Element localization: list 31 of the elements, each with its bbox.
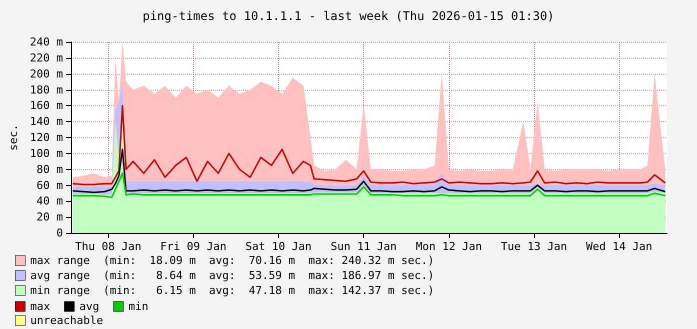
line-series bbox=[72, 172, 666, 198]
legend-label: max bbox=[30, 300, 50, 313]
x-tick-label: Mon 12 Jan bbox=[416, 240, 482, 253]
y-tick-label: 80 m bbox=[36, 162, 64, 176]
y-tick-label: 200 m bbox=[30, 67, 64, 80]
legend-label: unreachable bbox=[30, 314, 104, 327]
legend-label: avg bbox=[79, 300, 100, 313]
y-tick-label: 180 m bbox=[30, 83, 64, 96]
legend-label: avg range (min: 8.64 m avg: 53.59 m max: 186.97 m sec.) bbox=[30, 269, 434, 282]
x-tick-label: Sun 11 Jan bbox=[330, 240, 397, 253]
x-tick-label: Sat 10 Jan bbox=[245, 240, 312, 253]
legend-label: min range (min: 6.15 m avg: 47.18 m max: 142.37 m sec.) bbox=[30, 284, 434, 297]
y-axis-title: sec. bbox=[7, 124, 20, 151]
y-tick-label: 220 m bbox=[30, 51, 64, 64]
y-tick-label: 40 m bbox=[36, 194, 64, 208]
legend-label: min bbox=[128, 300, 148, 313]
x-tick-label: Fri 09 Jan bbox=[160, 240, 227, 253]
legend-label: max range (min: 18.09 m avg: 70.16 m max: 240.32 m sec.) bbox=[30, 254, 434, 267]
chart-title: ping-times to 10.1.1.1 - last week (Thu 2026-01-15 01:30) bbox=[142, 9, 554, 23]
y-tick-label: 120 m bbox=[30, 131, 64, 144]
x-tick-label: Wed 14 Jan bbox=[586, 240, 652, 253]
x-tick-label: Tue 13 Jan bbox=[500, 240, 568, 253]
line-series bbox=[72, 104, 666, 186]
y-tick-label: 20 m bbox=[36, 210, 64, 224]
y-tick-label: 0 bbox=[56, 226, 64, 240]
y-tick-label: 160 m bbox=[30, 99, 64, 112]
y-tick-label: 100 m bbox=[30, 146, 64, 160]
x-tick-label: Thu 08 Jan bbox=[75, 240, 142, 253]
y-tick-label: 240 m bbox=[30, 36, 64, 48]
y-tick-label: 140 m bbox=[30, 115, 64, 128]
y-tick-label: 60 m bbox=[36, 178, 64, 192]
